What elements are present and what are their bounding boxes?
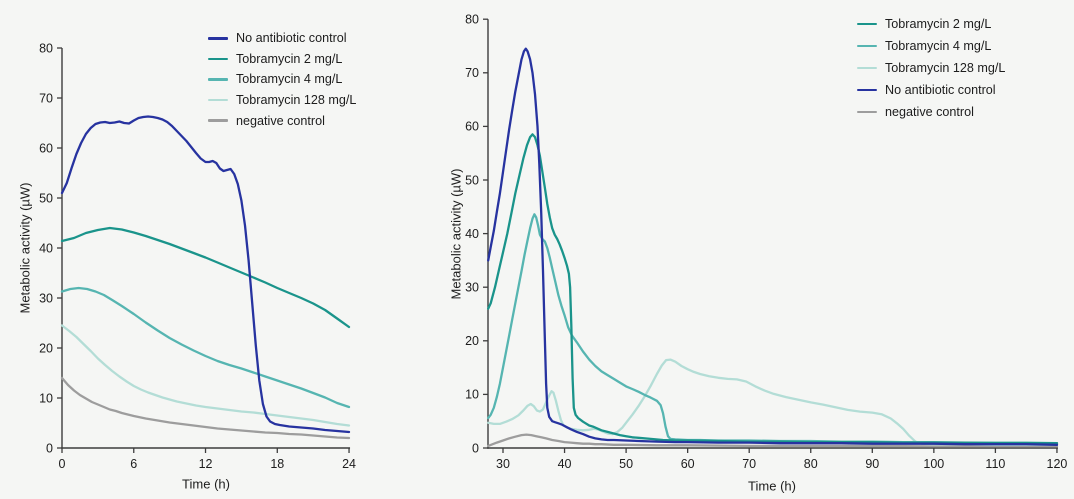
legend-line-swatch [857, 110, 877, 114]
right-x-tick-label: 60 [681, 457, 695, 471]
legend-item: Tobramycin 2 mg/L [208, 49, 356, 70]
legend-item: Tobramycin 128 mg/L [208, 90, 356, 111]
left-series-line [60, 226, 351, 329]
right-series-line [487, 358, 1059, 446]
right-x-tick-label: 110 [985, 457, 1005, 471]
legend-line-swatch [208, 78, 228, 81]
right-y-tick-label: 70 [465, 66, 479, 80]
left-y-tick-label: 40 [39, 241, 53, 255]
right-series-line [487, 433, 1059, 448]
left-y-tick-label: 60 [39, 141, 53, 155]
legend-line-swatch [857, 66, 877, 70]
legend-item: Tobramycin 2 mg/L [857, 13, 1005, 35]
legend-label: Tobramycin 128 mg/L [885, 61, 1006, 75]
right-x-tick-label: 80 [804, 457, 818, 471]
left-series-line [60, 324, 351, 427]
legend-label: Tobramycin 128 mg/L [236, 93, 357, 108]
left-series-line [60, 376, 351, 440]
right-y-axis-title: Metabolic activity (µW) [448, 168, 464, 300]
legend-label: No antibiotic control [236, 31, 347, 46]
legend-item: No antibiotic control [857, 79, 1005, 101]
legend-line-swatch [208, 98, 228, 102]
left-x-axis-title: Time (h) [182, 476, 230, 492]
legend-item: Tobramycin 128 mg/L [857, 57, 1005, 79]
left-y-tick-label: 70 [39, 91, 53, 105]
right-series-line [487, 133, 1059, 445]
legend-item: negative control [208, 110, 356, 131]
legend-label: Tobramycin 2 mg/L [236, 51, 343, 66]
right-y-tick-label: 10 [465, 388, 479, 402]
left-series-line [60, 115, 351, 434]
left-series-line [60, 286, 351, 409]
left-y-tick-label: 80 [39, 41, 53, 55]
left-x-tick-label: 18 [270, 457, 284, 471]
right-y-tick-label: 80 [465, 13, 479, 27]
legend-line-swatch [857, 22, 877, 26]
left-y-tick-label: 20 [39, 341, 53, 355]
legend-label: Tobramycin 4 mg/L [885, 39, 992, 53]
left-y-axis-title: Metabolic activity (µW) [17, 182, 33, 314]
left-y-tick-label: 10 [39, 391, 53, 405]
legend-label: negative control [885, 105, 974, 119]
legend-item: No antibiotic control [208, 28, 356, 49]
legend-line-swatch [208, 57, 228, 61]
right-x-tick-label: 50 [619, 457, 633, 471]
legend-line-swatch [208, 119, 228, 122]
right-y-tick-label: 0 [472, 441, 479, 455]
right-y-tick-label: 20 [465, 334, 479, 348]
right-y-tick-label: 50 [465, 173, 479, 187]
legend-label: Tobramycin 2 mg/L [885, 17, 992, 31]
left-x-tick-label: 6 [130, 457, 137, 471]
legend-label: Tobramycin 4 mg/L [236, 72, 343, 87]
left-x-tick-label: 24 [342, 457, 356, 471]
legend-item: Tobramycin 4 mg/L [208, 69, 356, 90]
legend-label: No antibiotic control [885, 83, 996, 97]
right-y-tick-label: 40 [465, 227, 479, 241]
right-x-tick-label: 120 [1047, 457, 1068, 471]
right-x-axis-title: Time (h) [748, 478, 796, 494]
left-x-tick-label: 0 [59, 457, 66, 471]
left-y-tick-label: 0 [46, 441, 53, 455]
legend-item: negative control [857, 101, 1005, 123]
right-x-tick-label: 30 [496, 457, 510, 471]
legend-line-swatch [857, 88, 877, 92]
left-y-tick-label: 50 [39, 191, 53, 205]
right-y-tick-label: 30 [465, 281, 479, 295]
right-series-line [487, 47, 1059, 446]
right-x-tick-label: 70 [742, 457, 756, 471]
legend-line-swatch [208, 37, 228, 40]
legend-item: Tobramycin 4 mg/L [857, 35, 1005, 57]
right-x-tick-label: 40 [558, 457, 572, 471]
left-chart-legend: No antibiotic control Tobramycin 2 mg/L To… [208, 28, 356, 131]
right-x-tick-label: 100 [923, 457, 944, 471]
right-y-tick-label: 60 [465, 120, 479, 134]
right-x-tick-label: 90 [865, 457, 879, 471]
left-y-tick-label: 30 [39, 291, 53, 305]
right-chart-legend: Tobramycin 2 mg/L Tobramycin 4 mg/L Tobram… [857, 13, 1005, 123]
legend-label: negative control [236, 113, 325, 128]
legend-line-swatch [857, 44, 877, 48]
left-x-tick-label: 12 [199, 457, 213, 471]
